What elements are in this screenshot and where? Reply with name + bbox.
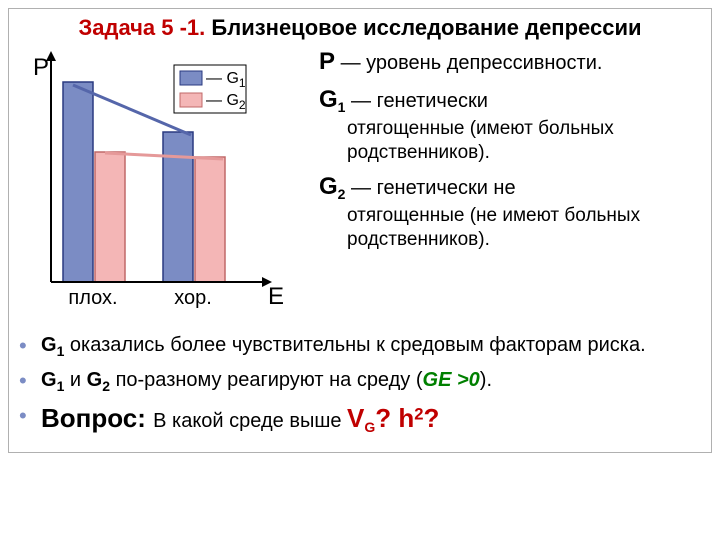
definition-body: отягощенные (не имеют больных родственни… <box>319 204 701 252</box>
bullet-list: •G1 оказались более чувствительны к сред… <box>19 332 701 435</box>
definition-body: отягощенные (имеют больных родственников… <box>319 117 701 165</box>
bullet-row: •G1 и G2 по-разному реагируют на среду (… <box>19 367 701 396</box>
bullet-text: G1 и G2 по-разному реагируют на среду (G… <box>41 367 701 396</box>
top-row: Pплох.хор.E— G1— G2 P — уровень депресси… <box>19 47 701 322</box>
chart-column: Pплох.хор.E— G1— G2 <box>19 47 309 322</box>
svg-text:хор.: хор. <box>174 287 212 309</box>
bullet-dot-icon: • <box>19 367 41 396</box>
definition-item: G1 — генетическиотягощенные (имеют больн… <box>319 85 701 164</box>
definition-head-text: — генетически не <box>345 177 515 199</box>
definition-head-text: — генетически <box>345 90 487 112</box>
slide-frame: Задача 5 -1. Близнецовое исследование де… <box>8 8 712 453</box>
bullet-dot-icon: • <box>19 402 41 436</box>
slide-title: Задача 5 -1. Близнецовое исследование де… <box>19 15 701 41</box>
title-prefix: Задача 5 -1. <box>78 15 211 40</box>
bullet-dot-icon: • <box>19 332 41 361</box>
svg-text:P: P <box>33 54 49 81</box>
definition-item: G2 — генетически неотягощенные (не имеют… <box>319 172 701 251</box>
bar-chart: Pплох.хор.E— G1— G2 <box>19 47 309 317</box>
definition-item: P — уровень депрессивности. <box>319 47 701 77</box>
definitions-column: P — уровень депрессивности. G1 — генетиче… <box>319 47 701 322</box>
definition-head-text: — уровень депрессивности. <box>335 52 602 74</box>
title-main: Близнецовое исследование депрессии <box>211 15 641 40</box>
bullet-row: •G1 оказались более чувствительны к сред… <box>19 332 701 361</box>
bullet-text: Вопрос: В какой среде выше VG? h2? <box>41 402 701 436</box>
bullet-row: •Вопрос: В какой среде выше VG? h2? <box>19 402 701 436</box>
definition-symbol: P <box>319 48 335 75</box>
bullet-text: G1 оказались более чувствительны к средо… <box>41 332 701 361</box>
svg-text:плох.: плох. <box>68 287 117 309</box>
svg-text:E: E <box>268 283 284 310</box>
definition-symbol: G <box>319 86 338 113</box>
definition-symbol: G <box>319 173 338 200</box>
